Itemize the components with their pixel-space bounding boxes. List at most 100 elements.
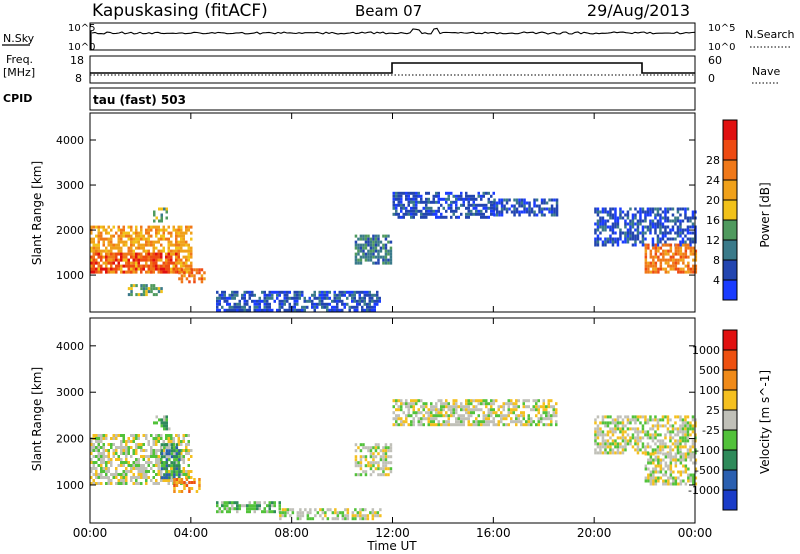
data-cell — [457, 417, 460, 421]
data-cell — [374, 461, 378, 465]
data-cell — [382, 470, 385, 474]
data-cell — [679, 240, 682, 244]
data-cell — [125, 258, 128, 262]
data-cell — [599, 451, 602, 455]
data-cell — [535, 423, 538, 427]
data-cell — [155, 287, 158, 291]
data-cell — [677, 261, 680, 265]
data-cell — [377, 467, 380, 471]
data-cell — [626, 439, 630, 443]
data-cell — [542, 408, 545, 412]
data-cell — [173, 487, 176, 490]
data-cell — [286, 508, 290, 512]
data-cell — [652, 258, 655, 262]
data-cell — [659, 213, 662, 217]
data-cell — [175, 237, 178, 241]
data-cell — [661, 415, 665, 419]
data-cell — [513, 213, 516, 217]
velocity-colorbar-label: Velocity [m s^-1] — [758, 370, 772, 474]
data-cell — [631, 213, 635, 217]
data-cell — [555, 210, 559, 214]
data-cell — [236, 305, 239, 309]
data-cell — [662, 452, 665, 456]
data-cell — [687, 476, 690, 480]
data-cell — [107, 482, 110, 485]
data-cell — [452, 194, 455, 198]
data-cell — [384, 473, 388, 477]
data-cell — [667, 452, 670, 456]
noise-panel: N.Sky 10^5 10^0 10^5 10^0 N.Search — [2, 22, 795, 53]
data-cell — [142, 449, 145, 452]
data-cell — [117, 264, 120, 268]
data-cell — [389, 470, 393, 474]
data-cell — [256, 302, 259, 306]
data-cell — [490, 411, 493, 415]
data-cell — [120, 452, 123, 455]
cpid-row: CPID tau (fast) 503 — [3, 87, 696, 111]
data-cell — [649, 436, 652, 440]
data-cell — [437, 200, 440, 204]
data-cell — [115, 467, 118, 470]
data-cell — [246, 510, 249, 514]
data-cell — [97, 449, 100, 452]
data-cell — [482, 414, 485, 418]
data-cell — [455, 215, 458, 219]
data-cell — [376, 302, 379, 306]
data-cell — [241, 504, 244, 508]
data-cell — [684, 470, 688, 474]
data-cell — [374, 511, 377, 515]
data-cell — [223, 290, 226, 294]
data-cell — [163, 427, 166, 431]
data-cell — [475, 405, 478, 409]
data-cell — [137, 267, 140, 271]
data-cell — [371, 514, 375, 518]
data-cell — [389, 261, 393, 265]
data-cell — [606, 433, 610, 437]
data-cell — [321, 290, 324, 294]
data-cell — [175, 461, 178, 464]
data-cell — [152, 452, 155, 455]
data-cell — [306, 511, 310, 515]
data-cell — [687, 479, 690, 483]
data-cell — [641, 219, 645, 223]
data-cell — [372, 470, 375, 474]
data-cell — [140, 234, 143, 238]
data-cell — [596, 213, 600, 217]
data-cell — [115, 473, 118, 476]
data-cell — [351, 517, 355, 521]
data-cell — [155, 482, 158, 485]
data-cell — [160, 467, 164, 471]
data-cell — [508, 198, 511, 202]
data-cell — [187, 452, 190, 455]
data-cell — [377, 252, 380, 256]
data-cell — [90, 443, 93, 446]
data-cell — [467, 405, 470, 409]
data-cell — [417, 411, 420, 415]
data-cell — [168, 449, 171, 453]
data-cell — [470, 399, 473, 403]
data-cell — [644, 452, 648, 456]
data-cell — [185, 270, 188, 274]
data-cell — [659, 424, 662, 428]
data-cell — [674, 479, 678, 483]
data-cell — [467, 212, 470, 216]
data-cell — [135, 264, 138, 268]
data-cell — [344, 514, 347, 518]
data-cell — [389, 443, 393, 447]
data-cell — [268, 293, 271, 297]
data-cell — [185, 473, 188, 476]
data-cell — [180, 458, 183, 461]
data-cell — [624, 222, 627, 226]
data-cell — [135, 446, 138, 449]
data-cell — [377, 473, 380, 477]
data-cell — [190, 252, 193, 256]
data-cell — [465, 411, 468, 415]
data-cell — [548, 198, 551, 202]
data-cell — [170, 258, 173, 262]
data-cell — [321, 508, 325, 512]
data-cell — [354, 255, 358, 259]
data-cell — [427, 206, 430, 210]
data-cell — [137, 446, 140, 449]
data-cell — [182, 231, 185, 235]
data-cell — [172, 264, 175, 268]
